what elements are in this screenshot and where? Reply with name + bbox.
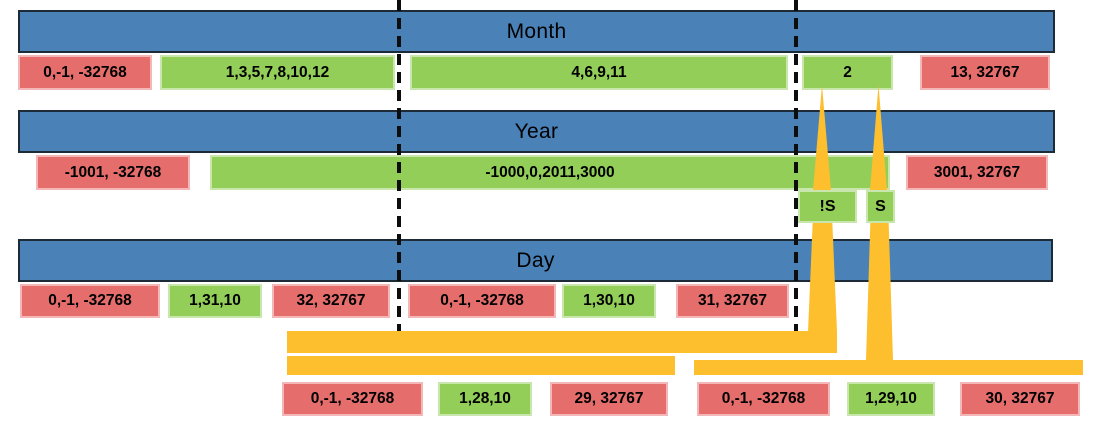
dashed-separator-left — [397, 0, 401, 331]
feb28-valid-box: 1,28,10 — [438, 382, 532, 416]
day30-invalid-high-box: 31, 32767 — [676, 284, 789, 318]
day31-invalid-low-box: 0,-1, -32768 — [20, 284, 160, 318]
feb29-invalid-high-box: 30, 32767 — [960, 382, 1080, 416]
feb28-invalid-low-box: 0,-1, -32768 — [282, 382, 423, 416]
year-bar: Year — [18, 110, 1055, 153]
day30-invalid-low-box: 0,-1, -32768 — [408, 284, 556, 318]
feb28-invalid-high-box: 29, 32767 — [550, 382, 668, 416]
feb29-invalid-low-box: 0,-1, -32768 — [697, 382, 830, 416]
leap-year-box: S — [866, 190, 895, 223]
feb29-valid-box: 1,29,10 — [847, 382, 935, 416]
year-invalid-high-box: 3001, 32767 — [906, 155, 1048, 190]
day-bar-title: Day — [516, 248, 555, 272]
month-invalid-high-box: 13, 32767 — [920, 55, 1050, 90]
day31-invalid-high-box: 32, 32767 — [272, 284, 390, 318]
day31-valid-box: 1,31,10 — [168, 284, 262, 318]
nonleap-day-funnel — [808, 223, 837, 332]
day-bar: Day — [18, 239, 1053, 282]
month-valid-30day-box: 4,6,9,11 — [410, 55, 788, 90]
non-leap-year-box: !S — [798, 190, 857, 223]
month-valid-31day-box: 1,3,5,7,8,10,12 — [160, 55, 395, 90]
day30-valid-box: 1,30,10 — [562, 284, 656, 318]
leap-day-funnel — [866, 223, 893, 360]
leap-day-bracket-bar — [694, 360, 1083, 375]
nonleap-day-bracket-bar — [287, 356, 675, 375]
month-february-box: 2 — [802, 55, 893, 90]
month-invalid-low-box: 0,-1, -32768 — [18, 55, 152, 90]
dashed-separator-right — [794, 0, 798, 331]
month-bar-title: Month — [506, 19, 567, 43]
month-bar: Month — [18, 10, 1055, 53]
year-valid-box: -1000,0,2011,3000 — [210, 155, 890, 190]
year-invalid-low-box: -1001, -32768 — [36, 155, 190, 190]
nonleap-day-connector-bar — [287, 331, 837, 353]
year-bar-title: Year — [514, 119, 559, 143]
